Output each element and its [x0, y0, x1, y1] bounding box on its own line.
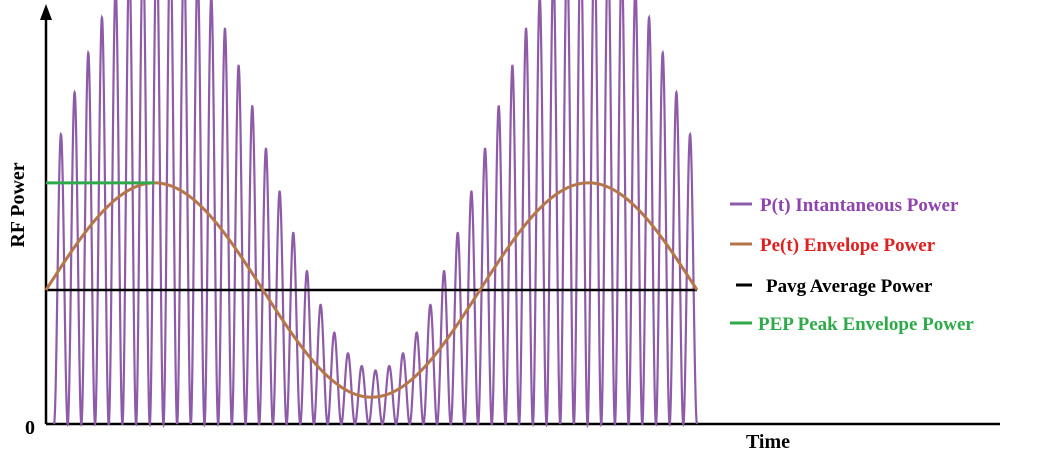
- legend-item-instantaneous: P(t) Intantaneous Power: [730, 195, 959, 216]
- legend-item-envelope: Pe(t) Envelope Power: [730, 235, 936, 256]
- y-origin-label: 0: [25, 417, 35, 439]
- y-axis-arrow: [40, 4, 52, 20]
- y-axis-label: RF Power: [7, 162, 29, 247]
- legend-label-instantaneous: P(t) Intantaneous Power: [760, 195, 959, 216]
- x-axis-label: Time: [746, 431, 790, 453]
- legend: P(t) Intantaneous Power Pe(t) Envelope P…: [730, 195, 974, 335]
- legend-label-average: Pavg Average Power: [766, 276, 933, 297]
- legend-item-pep: PEP Peak Envelope Power: [730, 314, 974, 335]
- legend-label-pep: PEP Peak Envelope Power: [758, 314, 974, 335]
- legend-label-envelope: Pe(t) Envelope Power: [760, 235, 936, 256]
- series-instantaneous-power-line: [52, 0, 699, 429]
- legend-item-average: Pavg Average Power: [736, 276, 933, 297]
